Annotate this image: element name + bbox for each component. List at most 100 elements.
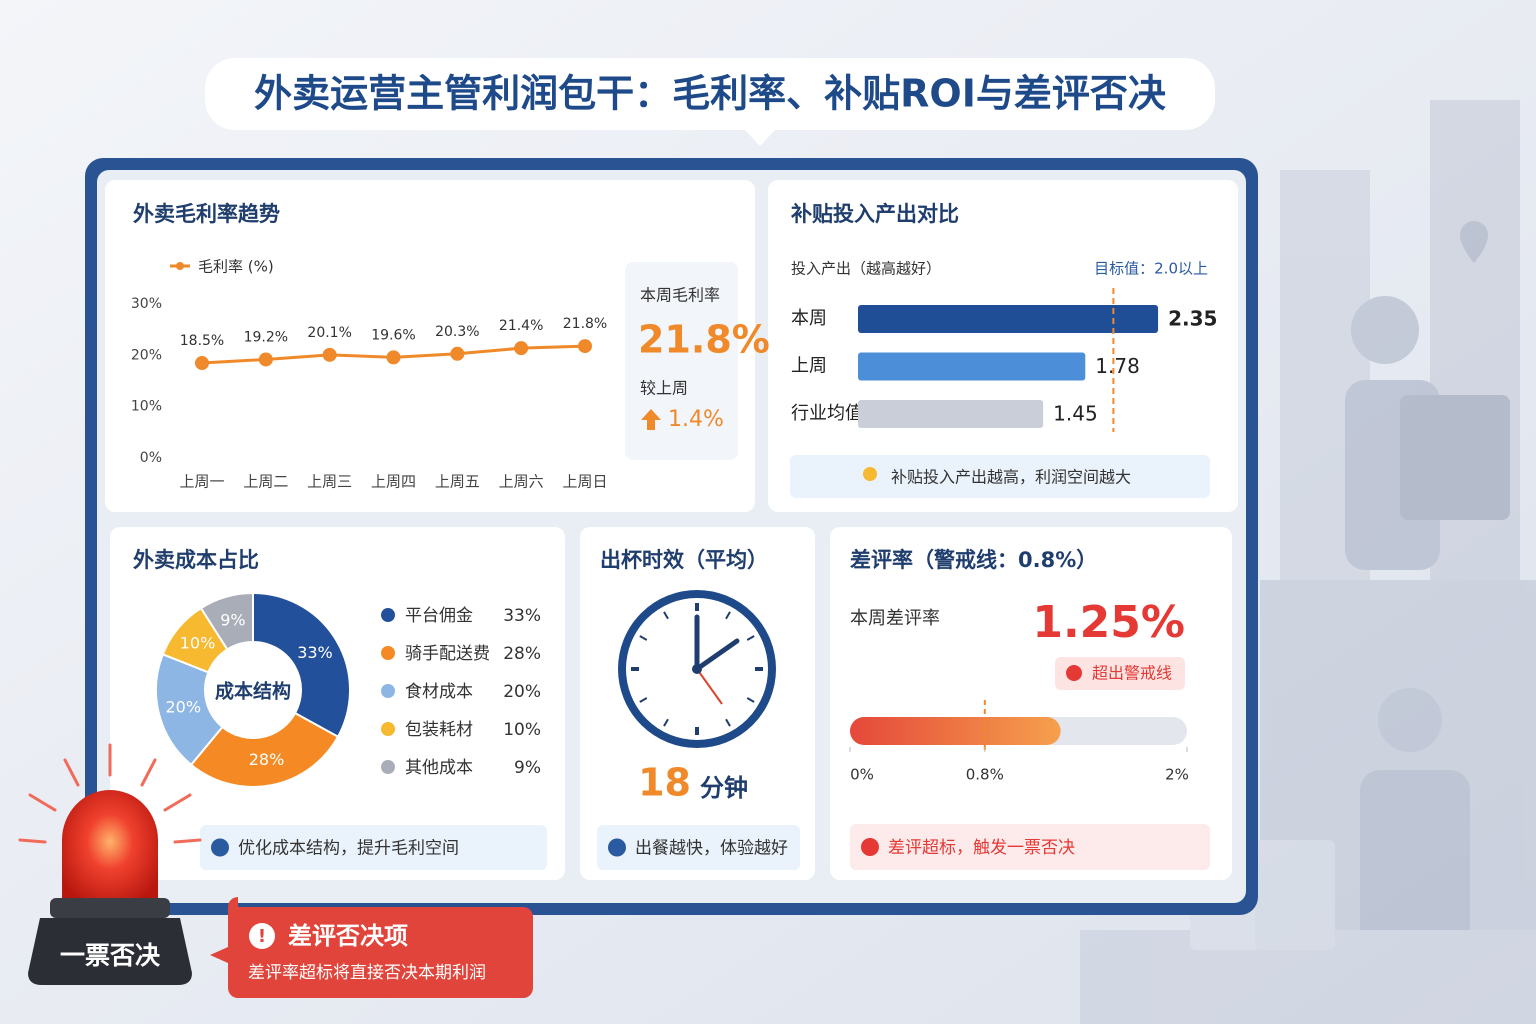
chart-title: 外卖成本占比 <box>133 548 259 572</box>
clock-tick <box>746 697 755 703</box>
legend-dot <box>381 646 395 660</box>
kpi-change: 1.4% <box>668 407 724 432</box>
x-tick-label: 上周一 <box>179 473 224 491</box>
legend-dot <box>381 722 395 736</box>
alert-text: 差评率超标将直接否决本期利润 <box>248 963 486 983</box>
progress-bar <box>850 717 1061 745</box>
chart-title: 出杯时效（平均） <box>600 548 768 572</box>
x-tick-label: 上周二 <box>243 473 288 491</box>
chart-title: 外卖毛利率趋势 <box>133 202 280 226</box>
y-tick-label: 30% <box>131 296 162 312</box>
slice-label: 20% <box>165 697 201 716</box>
value-label: 2.35 <box>1168 307 1217 331</box>
point <box>514 341 529 356</box>
slice-label: 9% <box>220 610 245 629</box>
up-arrow <box>641 409 661 430</box>
clock-hand <box>694 638 740 672</box>
alert-callout: ! 差评否决项 差评率超标将直接否决本期利润 <box>210 897 533 998</box>
point <box>322 347 337 362</box>
data-label: 20.3% <box>435 324 479 340</box>
legend-dot <box>381 608 395 622</box>
y-tick-label: 10% <box>131 399 162 415</box>
clock-center <box>692 664 702 674</box>
legend-value: 9% <box>514 758 541 778</box>
note-box <box>790 455 1210 498</box>
note-icon <box>211 838 229 857</box>
legend-value: 33% <box>503 606 541 626</box>
data-label: 21.8% <box>563 316 607 332</box>
metric-label: 本周差评率 <box>850 608 940 629</box>
data-label: 18.5% <box>180 333 224 349</box>
target-label: 目标值：2.0以上 <box>1094 260 1208 278</box>
center-label: 成本结构 <box>215 680 291 703</box>
bar <box>858 352 1086 381</box>
value-label: 1.45 <box>1053 402 1098 426</box>
clock-tick <box>663 611 669 620</box>
note-box <box>200 825 547 870</box>
note-text: 补贴投入产出越高，利润空间越大 <box>891 468 1131 487</box>
slice <box>252 591 351 739</box>
point <box>578 339 592 354</box>
badge-text: 超出警戒线 <box>1092 664 1172 683</box>
chart-title: 补贴投入产出对比 <box>790 202 959 226</box>
x-tick-label: 上周三 <box>307 473 352 491</box>
badge <box>1055 657 1185 690</box>
y-tick-label: 0% <box>140 450 162 466</box>
x-tick-label: 上周五 <box>435 473 480 491</box>
y-tick-label: 20% <box>131 347 162 363</box>
slice <box>189 711 340 788</box>
data-label: 19.6% <box>371 327 415 343</box>
slice-label: 10% <box>180 634 216 653</box>
note-text: 差评超标，触发一票否决 <box>888 838 1075 858</box>
legend-label: 包装耗材 <box>405 720 473 740</box>
point <box>386 350 401 365</box>
note-box <box>850 824 1210 870</box>
page-title: 外卖运营主管利润包干：毛利率、补贴ROI与差评否决 <box>254 72 1166 116</box>
kpi-box <box>625 262 738 460</box>
card <box>768 180 1238 512</box>
legend-label: 食材成本 <box>405 682 473 702</box>
clock-tick <box>725 718 731 727</box>
note-text: 优化成本结构，提升毛利空间 <box>238 839 459 859</box>
data-label: 21.4% <box>499 318 543 334</box>
legend-label: 其他成本 <box>405 758 473 778</box>
legend-value: 20% <box>503 682 541 702</box>
clock-hand <box>696 668 723 705</box>
bar <box>858 400 1044 428</box>
point <box>450 346 465 361</box>
note-box <box>597 825 800 870</box>
point <box>195 356 209 371</box>
legend-label: 平台佣金 <box>405 606 473 626</box>
bar <box>858 305 1159 333</box>
clock-tick <box>746 635 755 641</box>
legend-dot <box>176 262 184 270</box>
note-icon <box>861 838 879 856</box>
scene <box>1080 100 1536 1024</box>
kpi-value: 18 <box>638 761 691 805</box>
slice <box>199 591 254 651</box>
clock-tick <box>663 718 669 727</box>
card <box>830 527 1232 880</box>
x-tick-label: 上周日 <box>562 473 607 491</box>
legend-label: 骑手配送费 <box>405 644 490 664</box>
note-icon <box>608 838 626 857</box>
beacon: 一票否决 <box>18 743 202 985</box>
clock-tick <box>639 697 648 703</box>
clock-tick <box>639 635 648 641</box>
point <box>258 352 273 367</box>
kpi-label: 本周毛利率 <box>640 286 720 305</box>
chart-title: 差评率（警戒线：0.8%） <box>850 548 1097 572</box>
metric-value: 1.25% <box>1032 597 1185 648</box>
clock-tick <box>725 611 731 620</box>
x-tick-label: 0.8% <box>966 766 1004 784</box>
card <box>105 180 755 512</box>
x-tick-label: 上周四 <box>371 473 416 491</box>
category-label: 上周 <box>791 356 827 377</box>
note-text: 出餐越快，体验越好 <box>635 839 788 859</box>
data-label: 19.2% <box>244 329 288 345</box>
category-label: 本周 <box>791 308 827 329</box>
x-tick-label: 0% <box>850 766 874 784</box>
